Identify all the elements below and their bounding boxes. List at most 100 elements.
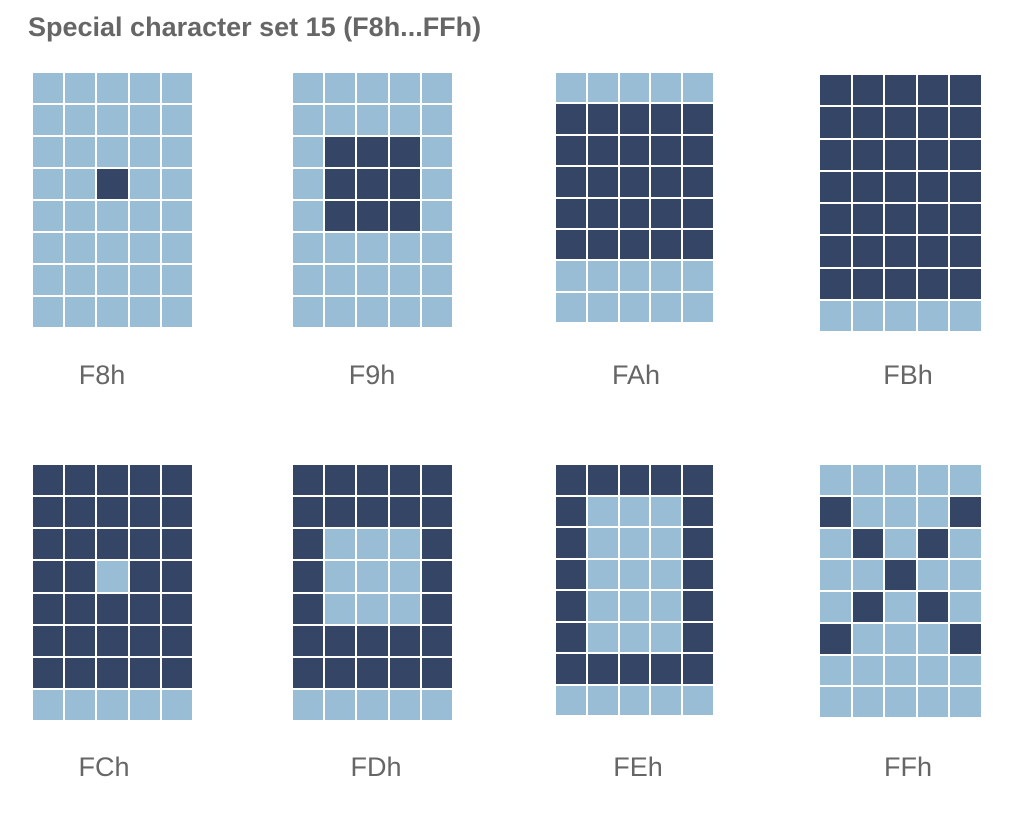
pixel-off	[65, 73, 96, 103]
pixel-off	[97, 689, 128, 720]
pixel-on	[820, 204, 851, 235]
pixel-on	[357, 497, 388, 528]
pixel-off	[97, 137, 128, 167]
pixel-off	[651, 292, 682, 322]
pixel-off	[885, 465, 916, 495]
pixel-on	[161, 465, 192, 496]
pixel-on	[852, 528, 884, 559]
pixel-off	[97, 201, 128, 231]
pixel-on	[885, 236, 916, 267]
pixel-off	[950, 560, 981, 590]
pixel-on	[683, 528, 713, 558]
pixel-off	[65, 137, 96, 167]
pixel-on	[950, 236, 981, 267]
pixel-on	[683, 465, 713, 495]
pixel-off	[389, 529, 420, 560]
pixel-off	[852, 465, 884, 495]
pixel-off	[97, 105, 128, 135]
pixel-on	[556, 654, 586, 684]
pixel-on	[33, 529, 64, 560]
pixel-on	[65, 497, 96, 528]
pixel-on	[97, 497, 128, 528]
pixel-off	[683, 292, 713, 322]
pixel-off	[917, 560, 949, 590]
pixel-off	[820, 560, 851, 590]
character-grid-f9h	[293, 73, 452, 327]
pixel-off	[357, 105, 388, 135]
pixel-on	[950, 171, 981, 202]
pixel-off	[129, 73, 160, 103]
pixel-off	[950, 465, 981, 495]
pixel-on	[421, 593, 452, 624]
pixel-off	[293, 137, 324, 167]
pixel-on	[917, 75, 949, 106]
pixel-on	[389, 169, 420, 199]
pixel-off	[325, 265, 356, 295]
pixel-on	[325, 497, 356, 528]
pixel-off	[293, 265, 324, 295]
pixel-on	[820, 107, 851, 138]
pixel-on	[917, 528, 949, 559]
pixel-on	[950, 268, 981, 299]
pixel-off	[65, 297, 96, 327]
pixel-off	[820, 592, 851, 622]
pixel-off	[587, 622, 618, 652]
pixel-off	[950, 655, 981, 686]
pixel-on	[683, 229, 713, 260]
pixel-on	[357, 465, 388, 496]
pixel-off	[651, 261, 682, 291]
pixel-on	[587, 104, 618, 134]
pixel-on	[651, 135, 682, 166]
pixel-off	[651, 73, 682, 103]
pixel-off	[129, 689, 160, 720]
pixel-off	[325, 561, 356, 592]
pixel-on	[587, 654, 618, 684]
pixel-on	[852, 139, 884, 170]
pixel-off	[293, 689, 324, 720]
pixel-on	[33, 561, 64, 592]
pixel-off	[129, 233, 160, 263]
character-label-f9h: F9h	[348, 360, 396, 390]
pixel-off	[917, 623, 949, 654]
pixel-off	[587, 528, 618, 558]
pixel-on	[325, 169, 356, 199]
pixel-off	[129, 169, 160, 199]
pixel-off	[950, 528, 981, 559]
pixel-on	[556, 229, 586, 260]
pixel-off	[389, 561, 420, 592]
pixel-on	[651, 654, 682, 684]
pixel-off	[820, 300, 851, 331]
pixel-on	[950, 139, 981, 170]
pixel-on	[556, 104, 586, 134]
pixel-off	[325, 73, 356, 103]
pixel-off	[619, 591, 650, 621]
pixel-off	[950, 300, 981, 331]
pixel-on	[33, 593, 64, 624]
pixel-off	[357, 689, 388, 720]
pixel-on	[852, 592, 884, 622]
pixel-off	[651, 591, 682, 621]
pixel-off	[129, 201, 160, 231]
pixel-on	[421, 465, 452, 496]
pixel-on	[587, 465, 618, 495]
pixel-off	[293, 169, 324, 199]
pixel-off	[852, 496, 884, 527]
pixel-on	[556, 559, 586, 589]
pixel-off	[556, 292, 586, 322]
pixel-on	[683, 622, 713, 652]
pixel-off	[556, 73, 586, 103]
pixel-off	[619, 73, 650, 103]
pixel-off	[619, 559, 650, 589]
pixel-off	[651, 496, 682, 526]
character-label-f8h: F8h	[78, 360, 126, 390]
pixel-off	[389, 593, 420, 624]
pixel-on	[820, 496, 851, 527]
pixel-off	[651, 559, 682, 589]
pixel-off	[389, 265, 420, 295]
pixel-off	[33, 297, 64, 327]
pixel-on	[820, 268, 851, 299]
pixel-on	[619, 104, 650, 134]
pixel-off	[33, 105, 64, 135]
pixel-on	[293, 593, 324, 624]
pixel-on	[97, 625, 128, 656]
